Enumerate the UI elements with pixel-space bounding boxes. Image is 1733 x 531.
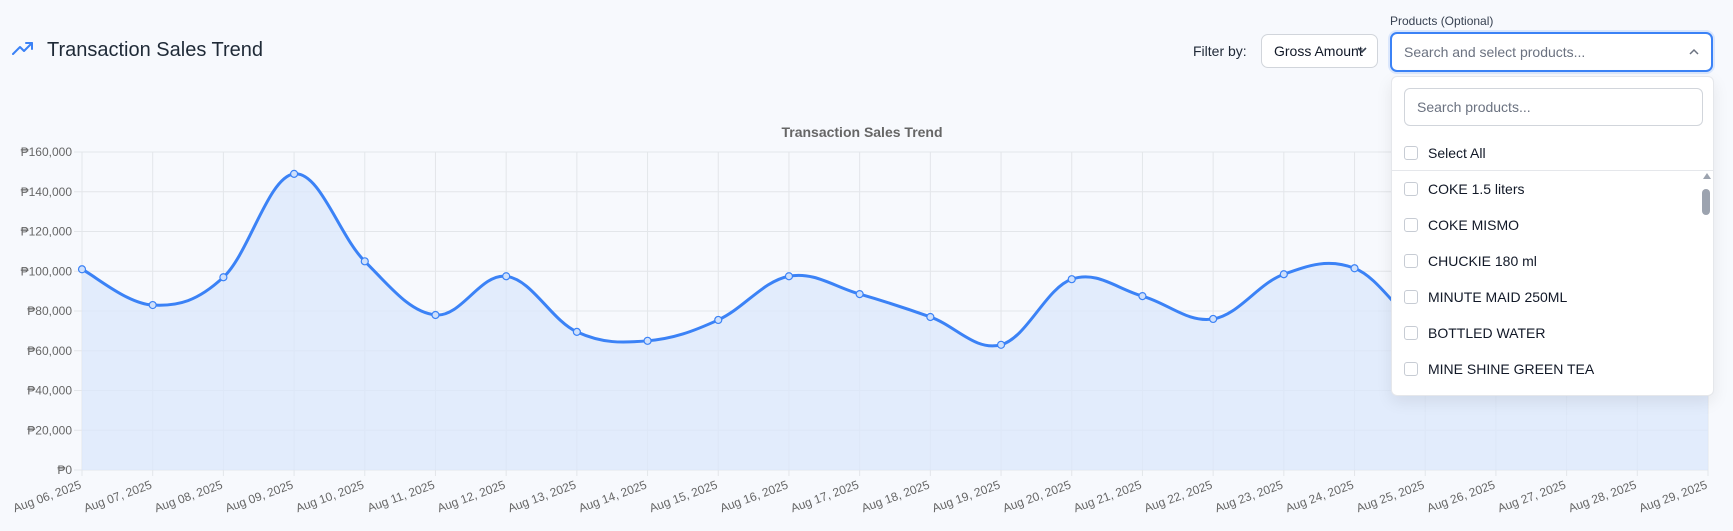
x-tick-label: Aug 15, 2025 [647,478,719,516]
data-point [1209,314,1218,324]
x-tick-label: Aug 06, 2025 [11,478,83,516]
data-point [855,290,864,299]
chevron-up-icon [1689,48,1699,55]
data-point [926,312,935,322]
x-tick-label: Aug 08, 2025 [153,478,225,516]
x-tick-label: Aug 22, 2025 [1142,478,1214,516]
metric-select[interactable]: Gross Amount [1261,34,1378,68]
y-tick-label: ₱160,000 [21,145,73,159]
product-option[interactable]: COKE MISMO [1392,207,1697,243]
scroll-up-arrow-icon[interactable] [1703,173,1711,179]
x-tick-label: Aug 24, 2025 [1284,478,1356,516]
x-tick-label: Aug 27, 2025 [1496,478,1568,516]
x-tick-label: Aug 21, 2025 [1072,478,1144,516]
y-tick-label: ₱40,000 [27,384,72,398]
select-all-label: Select All [1428,145,1486,161]
product-label: COKE 1.5 liters [1428,181,1525,197]
data-point [1067,275,1076,284]
products-dropdown: Search products... Select All COKE 1.5 l… [1391,76,1714,396]
y-tick-label: ₱120,000 [21,225,73,239]
page-title: Transaction Sales Trend [47,39,264,61]
y-axis-ticks: ₱0 ₱20,000 ₱40,000 ₱60,000 ₱80,000 ₱100,000 ₱1… [21,145,73,477]
y-tick-label: ₱80,000 [27,304,72,318]
x-tick-label: Aug 17, 2025 [789,478,861,516]
product-option[interactable]: MINUTE MAID 250ML [1392,279,1697,315]
dropdown-search-placeholder: Search products... [1417,99,1531,115]
metric-select-value: Gross Amount [1274,43,1363,59]
sales-area-fill [82,173,1708,470]
data-point [360,257,369,266]
select-all-option[interactable]: Select All [1392,135,1713,171]
y-tick-label: ₱100,000 [21,264,73,278]
x-tick-label: Aug 12, 2025 [435,478,507,516]
data-point [431,310,440,320]
data-point [219,273,228,282]
product-option[interactable]: BOTTLED WATER [1392,315,1697,351]
x-tick-label: Aug 23, 2025 [1213,478,1285,516]
product-option[interactable]: CHUCKIE 180 ml [1392,243,1697,279]
products-search-input[interactable]: Search and select products... [1390,32,1713,72]
products-placeholder: Search and select products... [1404,44,1586,60]
data-point [996,340,1006,349]
chevron-down-icon [1357,47,1367,54]
data-point [1138,291,1147,301]
x-tick-label: Aug 28, 2025 [1566,478,1638,516]
product-label: COKE MISMO [1428,217,1520,233]
product-checkbox[interactable] [1404,218,1418,232]
scrollbar-thumb[interactable] [1702,189,1710,215]
x-tick-label: Aug 13, 2025 [506,478,578,516]
trending-up-icon [12,42,33,55]
product-label: MINUTE MAID 250ML [1428,289,1568,305]
x-tick-label: Aug 26, 2025 [1425,478,1497,516]
product-checkbox[interactable] [1404,254,1418,268]
data-point [148,300,157,310]
data-point [502,272,511,281]
x-tick-label: Aug 10, 2025 [294,478,366,516]
x-tick-label: Aug 07, 2025 [82,478,154,516]
data-point [572,327,581,336]
y-tick-label: ₱60,000 [27,344,72,358]
x-tick-label: Aug 09, 2025 [223,478,295,516]
x-tick-label: Aug 18, 2025 [859,478,931,516]
select-all-checkbox[interactable] [1404,146,1418,160]
y-tick-label: ₱0 [57,463,72,477]
x-tick-label: Aug 25, 2025 [1354,478,1426,516]
products-label: Products (Optional) [1390,14,1494,28]
product-option[interactable]: MINE SHINE GREEN TEA [1392,351,1697,387]
data-point [1350,264,1359,273]
data-point [643,336,652,345]
product-option[interactable]: COKE 1.5 liters [1392,171,1697,207]
dropdown-scrollbar[interactable] [1702,173,1711,391]
data-point [1279,270,1288,279]
y-tick-label: ₱20,000 [27,423,72,437]
dropdown-search-input[interactable]: Search products... [1404,88,1703,126]
filter-label: Filter by: [1193,43,1247,59]
x-tick-label: Aug 19, 2025 [930,478,1002,516]
x-tick-label: Aug 16, 2025 [718,478,790,516]
data-point [289,169,299,178]
data-point [714,315,723,325]
product-checkbox[interactable] [1404,290,1418,304]
data-point [77,265,87,274]
x-tick-label: Aug 11, 2025 [365,478,436,515]
data-point [784,272,794,281]
chart-title: Transaction Sales Trend [781,124,942,140]
y-tick-label: ₱140,000 [21,185,73,199]
x-tick-label: Aug 29, 2025 [1637,478,1709,516]
product-checkbox[interactable] [1404,326,1418,340]
product-label: CHUCKIE 180 ml [1428,253,1537,269]
product-checkbox[interactable] [1404,182,1418,196]
product-checkbox[interactable] [1404,362,1418,376]
product-list: COKE 1.5 liters COKE MISMO CHUCKIE 180 m… [1392,171,1713,393]
x-tick-label: Aug 20, 2025 [1001,478,1073,516]
x-tick-label: Aug 14, 2025 [577,478,649,516]
product-label: MINE SHINE GREEN TEA [1428,361,1595,377]
product-label: BOTTLED WATER [1428,325,1546,341]
